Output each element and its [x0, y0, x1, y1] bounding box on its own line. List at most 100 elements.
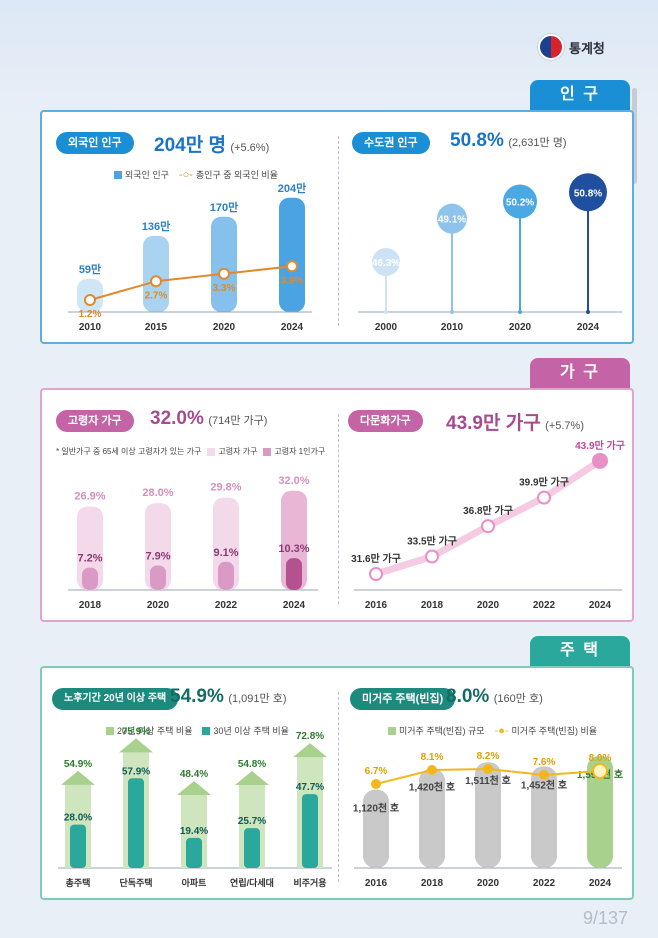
- legend-b-label: 고령자 1인가구: [274, 447, 326, 456]
- elderly-bar-label: 29.8%: [210, 482, 241, 494]
- foreign-ratio-label: 1.2%: [79, 309, 102, 320]
- elderly-single-bar: [218, 561, 234, 590]
- vacant-pill: 미거주 주택(빈집): [350, 688, 456, 710]
- foreign-ratio-line: [89, 265, 293, 301]
- metro-value-label: 50.2%: [506, 198, 534, 209]
- legend-line-icon: -○-: [178, 168, 193, 181]
- panel-divider: [338, 414, 339, 604]
- multicultural-value-label: 31.6만 가구: [351, 552, 401, 565]
- multicultural-headline-sub: (+5.7%): [545, 420, 584, 432]
- x-tick-label: 2022: [215, 600, 238, 611]
- x-tick-label: 2020: [509, 322, 532, 333]
- scrollbar[interactable]: [632, 88, 637, 184]
- old-housing-bar-label: 54.8%: [238, 759, 266, 770]
- old-housing-bar-label: 75.9%: [122, 726, 150, 737]
- housing-panel: 노후기간 20년 이상 주택 54.9% (1,091만 호) 20년 이상 주…: [40, 666, 634, 900]
- metro-stem-base: [384, 310, 388, 314]
- house-roof-icon: [293, 743, 327, 758]
- multicultural-headline: 43.9만 가구 (+5.7%): [446, 408, 584, 435]
- x-tick-label: 2016: [365, 600, 388, 611]
- metro-stem-base: [450, 310, 454, 314]
- old-housing-30yr-bar: [302, 794, 318, 868]
- old-housing-bar-label: 48.4%: [180, 769, 208, 780]
- elderly-single-label: 9.1%: [213, 547, 238, 559]
- x-tick-label: 2018: [421, 600, 444, 611]
- vacant-bar-label: 1,511천 호: [465, 774, 511, 787]
- legend-swatch-bar: [114, 170, 122, 179]
- metro-stem-base: [586, 310, 590, 314]
- x-tick-label: 2024: [577, 322, 600, 333]
- vacant-headline: 8.0% (160만 호): [446, 686, 543, 708]
- multicultural-point: [481, 519, 495, 534]
- metro-chart: 46.3% 2000 49.1% 2010 50.2% 2020 50.8% 2024: [358, 173, 622, 333]
- house-roof-icon: [177, 780, 211, 795]
- x-tick-label: 아파트: [182, 877, 208, 888]
- x-tick-label: 2010: [79, 322, 102, 333]
- foreign-bar: [279, 197, 305, 312]
- metro-bubble: [372, 248, 400, 276]
- foreign-bar-label: 59만: [79, 262, 101, 276]
- multicultural-chart: 31.6만 가구 2016 33.5만 가구 2018 36.8만 가구 2020 39.9…: [351, 439, 625, 611]
- x-tick-label: 2020: [147, 600, 170, 611]
- vacant-bar: [587, 756, 613, 868]
- foreign-bar-label: 170만: [210, 200, 238, 214]
- foreign-ratio-point: [150, 275, 162, 288]
- old-housing-headline-sub: (1,091만 호): [228, 693, 287, 705]
- legend-bar-label: 외국인 인구: [125, 170, 169, 180]
- x-tick-label: 2020: [213, 322, 236, 333]
- multicultural-point: [425, 549, 439, 564]
- x-tick-label: 2018: [421, 878, 444, 889]
- elderly-bar: [77, 506, 103, 590]
- foreign-ratio-label: 3.3%: [213, 283, 236, 294]
- metro-value-label: 50.8%: [574, 188, 602, 199]
- multicultural-point: [537, 490, 551, 505]
- vacant-ratio-point: [483, 764, 493, 774]
- vacant-bar-label: 1,120천 호: [353, 802, 399, 815]
- elderly-headline-sub: (714만 가구): [208, 415, 268, 427]
- x-tick-label: 2000: [375, 322, 398, 333]
- metro-value-label: 49.1%: [438, 215, 466, 226]
- vacant-bar: [475, 762, 501, 868]
- foreign-bar: [143, 235, 169, 312]
- old-housing-30yr-label: 28.0%: [64, 813, 92, 824]
- elderly-bar-label: 28.0%: [142, 487, 173, 499]
- x-tick-label: 2024: [283, 600, 306, 611]
- foreign-headline-value: 204만 명: [154, 135, 226, 156]
- foreign-ratio-label: 3.9%: [281, 275, 304, 286]
- foreign-legend: 외국인 인구 -○- 총인구 중 외국인 비율: [114, 168, 278, 181]
- x-tick-label: 2022: [533, 600, 556, 611]
- legend-swatch-a: [207, 447, 216, 456]
- legend-swatch-bar: [388, 726, 396, 735]
- page-number: 9/137: [582, 908, 628, 928]
- old-housing-30yr-label: 19.4%: [180, 826, 208, 837]
- house-roof-icon: [235, 771, 269, 786]
- legend-b-label: 30년 이상 주택 비율: [213, 726, 289, 736]
- vacant-ratio-point: [427, 765, 437, 775]
- elderly-bar-label: 32.0%: [278, 475, 309, 487]
- house-roof-icon: [61, 770, 95, 785]
- foreign-bar: [211, 216, 237, 312]
- x-tick-label: 연립/다세대: [230, 877, 274, 888]
- vacant-bar-label: 1,452천 호: [521, 778, 567, 791]
- elderly-headline: 32.0% (714만 가구): [150, 408, 267, 430]
- x-tick-label: 총주택: [66, 877, 91, 888]
- elderly-note: * 일반가구 중 65세 이상 고령자가 있는 가구: [56, 447, 202, 456]
- x-tick-label: 2020: [477, 600, 500, 611]
- old-housing-30yr-label: 57.9%: [122, 766, 150, 777]
- metro-headline-value: 50.8%: [450, 130, 504, 151]
- x-tick-label: 2022: [533, 878, 556, 889]
- multicultural-point: [369, 567, 383, 581]
- old-housing-30yr-bar: [244, 828, 260, 868]
- metro-bubble: [569, 173, 607, 212]
- old-housing-30yr-label: 47.7%: [296, 782, 324, 793]
- x-tick-label: 2024: [281, 322, 304, 333]
- elderly-pill: 고령자 가구: [56, 410, 134, 432]
- vacant-bar: [531, 766, 557, 868]
- vacant-headline-value: 8.0%: [446, 686, 490, 707]
- vacant-ratio-point: [539, 770, 549, 780]
- legend-line-label: 총인구 중 외국인 비율: [195, 170, 278, 180]
- multicultural-value-label: 39.9만 가구: [519, 476, 569, 489]
- elderly-single-bar: [82, 567, 98, 590]
- section-tab-population: 인 구: [530, 80, 630, 110]
- foreign-ratio-point: [286, 260, 298, 273]
